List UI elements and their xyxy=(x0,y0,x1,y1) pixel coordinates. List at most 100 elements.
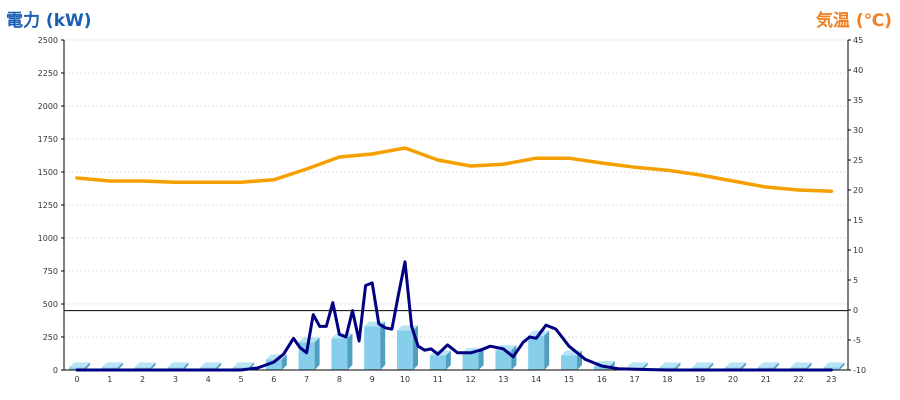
right-tick-label: 5 xyxy=(853,276,858,285)
bar-top xyxy=(101,362,123,368)
x-tick-label: 13 xyxy=(498,375,508,384)
right-tick-labels: -10 -5 0 5 10 15 20 25 30 35 40 45 xyxy=(853,36,866,375)
bar-side xyxy=(839,362,845,370)
bar-front xyxy=(397,330,413,370)
x-tick-label: 20 xyxy=(728,375,738,384)
bar-front xyxy=(364,326,381,370)
left-tick-label: 750 xyxy=(43,267,58,276)
bar-side xyxy=(150,362,156,370)
x-tick-label: 15 xyxy=(564,375,574,384)
bar-side xyxy=(347,333,353,370)
x-tick-label: 8 xyxy=(337,375,342,384)
bar-front xyxy=(593,366,610,370)
temperature-line xyxy=(75,146,834,193)
right-tick-label: 35 xyxy=(853,96,863,105)
right-tick-label: 10 xyxy=(853,246,863,255)
x-tick-label: 22 xyxy=(794,375,804,384)
bar-side xyxy=(445,350,451,370)
left-tick-label: 2500 xyxy=(38,36,58,45)
right-tick-label: -10 xyxy=(853,366,866,375)
power-line xyxy=(75,260,833,372)
power-bars xyxy=(69,321,845,370)
x-tick-label: 9 xyxy=(370,375,375,384)
bar-side xyxy=(380,321,386,370)
x-tick-label: 23 xyxy=(826,375,836,384)
x-tick-label: 10 xyxy=(400,375,410,384)
right-tick-label: 30 xyxy=(853,126,863,135)
right-tick-label: 40 xyxy=(853,66,863,75)
bar-top xyxy=(659,362,681,368)
left-tick-label: 0 xyxy=(53,366,58,375)
bar-front xyxy=(495,350,512,370)
bar-top xyxy=(725,362,746,368)
left-tick-label: 2000 xyxy=(38,102,58,111)
bar-top xyxy=(692,362,714,368)
bar-front xyxy=(462,352,479,370)
x-tick-label: 18 xyxy=(662,375,672,384)
x-tick-label: 3 xyxy=(173,375,178,384)
bar-side xyxy=(281,354,287,370)
bar-side xyxy=(544,330,550,370)
right-axis-title: 気温 (℃) xyxy=(815,11,892,31)
bar-side xyxy=(708,362,714,370)
power-bar xyxy=(331,333,353,370)
x-tick-label: 17 xyxy=(630,375,640,384)
x-tick-label: 5 xyxy=(238,375,243,384)
x-tick-label: 6 xyxy=(271,375,276,384)
bar-side xyxy=(314,337,320,370)
x-tick-label: 16 xyxy=(597,375,607,384)
power-bar xyxy=(364,321,386,370)
right-tick-label: 45 xyxy=(853,36,863,45)
series-lines xyxy=(75,146,834,372)
bar-side xyxy=(85,362,90,370)
x-tick-label: 2 xyxy=(140,375,145,384)
x-tick-label: 14 xyxy=(531,375,541,384)
bar-front xyxy=(265,359,282,370)
x-tick-label: 12 xyxy=(466,375,476,384)
bar-side xyxy=(216,362,222,370)
bar-side xyxy=(741,362,746,370)
bar-top xyxy=(134,362,156,368)
right-tick-label: -5 xyxy=(853,336,861,345)
x-tick-label: 21 xyxy=(761,375,771,384)
left-tick-label: 1250 xyxy=(38,201,58,210)
x-tick-labels: 0 1 2 3 4 5 6 7 8 9 10 11 12 13 14 15 16 17 18 19 20 21 22 23 xyxy=(74,375,836,384)
bar-side xyxy=(806,362,812,370)
right-tick-label: 20 xyxy=(853,186,863,195)
bar-front xyxy=(561,355,577,370)
left-tick-label: 1000 xyxy=(38,234,58,243)
x-tick-label: 11 xyxy=(433,375,443,384)
left-tick-label: 1750 xyxy=(38,135,58,144)
x-tick-label: 1 xyxy=(107,375,112,384)
left-tick-labels: 0 250 500 750 1000 1250 1500 1750 2000 2250 2500 xyxy=(38,36,58,375)
left-axis-title: 電力 (kW) xyxy=(6,11,92,31)
power-bar xyxy=(528,330,550,370)
bar-top xyxy=(200,362,222,368)
bar-top xyxy=(69,362,90,368)
x-tick-label: 19 xyxy=(695,375,705,384)
bar-top xyxy=(790,362,812,368)
bar-top xyxy=(823,362,845,368)
bar-front xyxy=(528,335,545,370)
right-tick-label: 0 xyxy=(853,306,858,315)
left-tick-label: 1500 xyxy=(38,168,58,177)
bar-front xyxy=(331,338,348,370)
bar-side xyxy=(675,362,681,370)
bar-side xyxy=(773,362,779,370)
bar-side xyxy=(478,347,484,370)
right-tick-label: 15 xyxy=(853,216,863,225)
bar-top xyxy=(233,362,254,368)
bar-side xyxy=(117,362,123,370)
left-tick-label: 2250 xyxy=(38,69,58,78)
x-tick-label: 4 xyxy=(206,375,211,384)
grid-lines xyxy=(64,39,848,338)
right-tick-label: 25 xyxy=(853,156,863,165)
x-tick-label: 7 xyxy=(304,375,309,384)
left-tick-label: 250 xyxy=(43,333,58,342)
power-bar xyxy=(265,354,287,370)
x-tick-label: 0 xyxy=(74,375,79,384)
left-tick-label: 500 xyxy=(43,300,58,309)
bar-top xyxy=(757,362,779,368)
bar-top xyxy=(167,362,189,368)
